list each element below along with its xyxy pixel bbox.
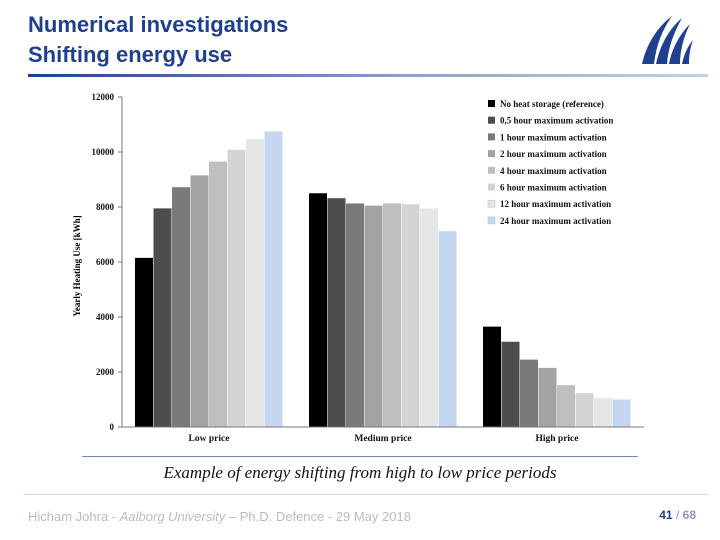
legend-swatch [488,116,495,124]
page-separator: / [675,508,680,522]
bar [209,161,227,427]
total-pages: 68 [682,508,696,522]
legend-label: 24 hour maximum activation [500,216,611,226]
university-logo-icon [642,16,693,64]
current-page: 41 [659,508,673,522]
footer-event: – Ph.D. Defence - 29 May 2018 [225,509,411,524]
legend-swatch [488,166,495,174]
y-tick-label: 0 [110,422,115,432]
bar [135,257,153,427]
title-underline [28,74,708,77]
page-title: Numerical investigations Shifting energy… [28,10,588,70]
bar [438,231,457,427]
bar [264,131,283,427]
title-line-2: Shifting energy use [28,42,233,67]
bar [190,175,209,427]
y-tick-label: 8000 [96,202,115,212]
bar [309,193,327,427]
bar [483,326,501,427]
legend-label: 0,5 hour maximum activation [500,116,613,126]
bar [575,393,594,427]
y-tick-label: 10000 [92,147,115,157]
bar [172,187,190,427]
y-tick-label: 4000 [96,312,115,322]
legend-swatch [488,183,495,191]
footer-author: Hicham Johra - [28,509,120,524]
bar [383,203,401,427]
footer-affiliation: Aalborg University [119,509,226,524]
footer-text: Hicham Johra - Aalborg University – Ph.D… [28,509,411,524]
legend-label: No heat storage (reference) [500,99,604,109]
bar [227,149,246,428]
bar [346,203,364,427]
legend-swatch [488,100,495,107]
legend-swatch [487,199,496,208]
bar [364,205,383,427]
bar [153,208,172,427]
legend-swatch [487,216,496,225]
bar-chart: Yearly Heating Use [kWh] 0 2000 4000 6000 80… [72,92,644,444]
x-tick-label: High price [535,434,578,444]
y-tick-label: 2000 [96,367,115,377]
bar [538,367,557,427]
legend-swatch [488,133,495,141]
footer-divider [24,494,708,495]
caption-divider [82,456,638,457]
x-tick-label: Medium price [354,434,411,444]
legend-swatch [488,150,495,158]
legend-label: 6 hour maximum activation [500,183,607,193]
legend-label: 2 hour maximum activation [500,149,607,159]
title-line-1: Numerical investigations [28,12,289,37]
legend-label: 4 hour maximum activation [500,166,607,176]
figure-caption: Example of energy shifting from high to … [163,463,557,482]
bar [612,399,631,427]
bar [557,385,575,427]
bar [520,359,538,427]
y-tick-label: 12000 [92,92,115,102]
bar [327,198,346,427]
bar [420,208,438,427]
legend-label: 12 hour maximum activation [500,199,611,209]
y-tick-label: 6000 [96,257,115,267]
page-number: 41 / 68 [659,508,696,522]
y-axis-label: Yearly Heating Use [kWh] [72,215,82,316]
x-tick-label: Low price [189,434,230,444]
bar [501,341,520,427]
bar [594,398,612,427]
legend-label: 1 hour maximum activation [500,132,607,142]
bar [401,204,420,427]
bar [246,139,264,427]
